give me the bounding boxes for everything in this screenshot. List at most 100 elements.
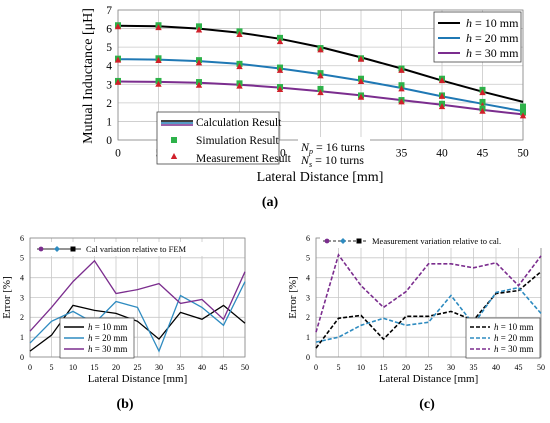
y-tick-label: 2: [20, 313, 24, 322]
x-tick-label: 40: [436, 148, 448, 160]
x-tick-label: 0: [314, 363, 318, 372]
y-tick-label: 4: [20, 273, 24, 282]
measurement-point: [398, 66, 405, 73]
x-tick-label: 35: [470, 363, 478, 372]
x-tick-label: 0: [115, 148, 121, 160]
legend-label: h = 30 mm: [494, 344, 533, 354]
y-axis-title: Mutual Inductance [μH]: [81, 8, 96, 144]
simulation-point: [479, 98, 486, 105]
x-tick-label: 50: [241, 363, 249, 372]
x-tick-label: 50: [537, 363, 545, 372]
simulation-point: [520, 109, 526, 116]
legend-label: h = 10 mm: [494, 322, 533, 332]
measurement-point: [114, 23, 122, 30]
x-tick-label: 40: [492, 363, 500, 372]
panel-label: (a): [262, 195, 279, 210]
y-tick-label: 4: [306, 273, 310, 282]
legend-label: h = 20 mm: [88, 333, 127, 343]
legend-label: h = 30 mm: [466, 46, 519, 60]
y-tick-label: 0: [306, 353, 310, 362]
y-tick-label: 0: [20, 353, 24, 362]
x-tick-label: 20: [402, 363, 410, 372]
legend-measurement-swatch: [170, 153, 178, 159]
measurement-point: [236, 31, 243, 38]
y-tick-label: 1: [106, 116, 112, 128]
y-axis-title: Error [%]: [287, 276, 299, 318]
x-tick-label: 0: [28, 363, 32, 372]
annotation-box: [298, 137, 370, 167]
x-tick-label: 50: [517, 148, 529, 160]
simulation-point: [398, 82, 405, 89]
y-tick-label: 3: [106, 79, 112, 91]
x-tick-label: 45: [220, 363, 228, 372]
legend-label: h = 20 mm: [466, 31, 519, 45]
plot-frame: [29, 237, 246, 358]
y-tick-label: 5: [106, 42, 112, 54]
simulation-point: [317, 85, 324, 92]
legend-label: h = 10 mm: [88, 322, 127, 332]
chart-title: Measurement variation relative to cal.: [372, 236, 501, 246]
legend-label: Simulation Result: [196, 135, 280, 147]
y-tick-label: 2: [306, 313, 310, 322]
measurement-point: [398, 98, 405, 105]
measurement-point: [236, 82, 243, 89]
measurement-point: [114, 56, 122, 63]
measurement-point: [479, 107, 486, 114]
chart-title: Cal variation relative to FEM: [86, 244, 187, 254]
title-legend-marker: [70, 246, 76, 252]
simulation-point: [196, 23, 202, 30]
title-legend-marker: [54, 246, 60, 252]
measurement-point: [519, 112, 527, 119]
y-tick-label: 0: [106, 135, 112, 147]
measurement-point: [195, 26, 203, 33]
measurement-point: [195, 81, 203, 88]
x-tick-label: 30: [155, 363, 163, 372]
y-tick-label: 1: [306, 333, 310, 342]
title-legend-marker: [324, 238, 330, 244]
y-tick-label: 5: [306, 254, 310, 263]
x-tick-label: 25: [425, 363, 433, 372]
panel-label: (c): [419, 397, 435, 412]
y-axis-title: Error [%]: [1, 276, 13, 318]
measurement-point: [155, 24, 162, 31]
x-tick-label: 35: [396, 148, 408, 160]
annotation-text: Ns = 10 turns: [300, 153, 364, 169]
y-tick-label: 6: [106, 24, 112, 36]
x-tick-label: 45: [477, 148, 489, 160]
series-line: [315, 253, 542, 333]
legend-simulation-swatch: [171, 137, 177, 143]
simulation-point: [277, 34, 283, 41]
measurement-point: [155, 57, 162, 64]
legend-label: h = 10 mm: [466, 16, 519, 30]
measurement-point: [438, 92, 446, 99]
measurement-point: [155, 80, 162, 87]
legend-label: h = 20 mm: [494, 333, 533, 343]
x-tick-label: 5: [337, 363, 341, 372]
x-tick-label: 20: [274, 148, 286, 160]
measurement-point: [357, 93, 365, 100]
series-line: [315, 286, 542, 343]
title-legend-marker: [340, 238, 346, 244]
title-legend-marker: [356, 238, 362, 244]
measurement-point: [357, 78, 365, 84]
series-line: [315, 271, 542, 349]
measurement-point: [317, 72, 324, 79]
x-tick-label: 35: [177, 363, 185, 372]
measurement-point: [438, 103, 446, 110]
x-tick-label: 20: [112, 363, 120, 372]
y-tick-label: 3: [20, 293, 24, 302]
measurement-point: [276, 85, 284, 92]
x-tick-label: 30: [447, 363, 455, 372]
title-legend-box: [34, 242, 209, 256]
x-tick-label: 10: [357, 363, 365, 372]
y-tick-label: 2: [106, 98, 112, 110]
simulation-point: [520, 105, 526, 112]
legend-label: Measurement Result: [196, 153, 292, 165]
measurement-point: [276, 38, 284, 45]
title-legend-marker: [38, 246, 44, 252]
series-line: [29, 259, 246, 332]
y-tick-label: 3: [306, 293, 310, 302]
y-tick-label: 6: [20, 234, 24, 243]
